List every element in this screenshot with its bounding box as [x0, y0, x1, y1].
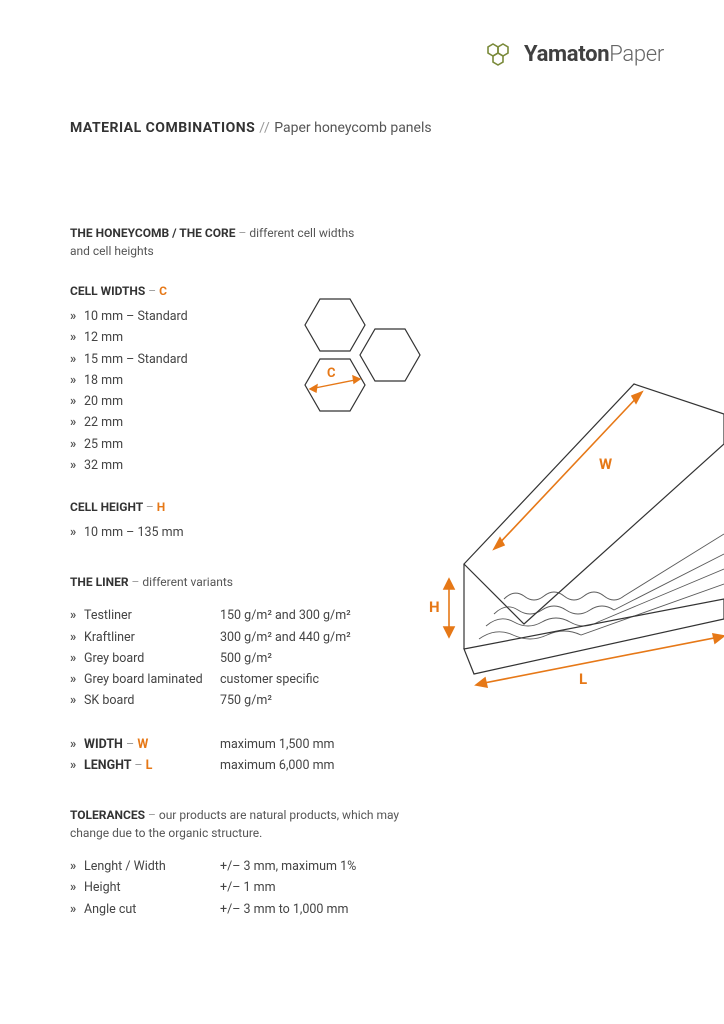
page-title: MATERIAL COMBINATIONS // Paper honeycomb…: [70, 118, 664, 139]
svg-text:H: H: [429, 598, 440, 616]
list-item: 15 mm – Standard: [70, 349, 664, 370]
svg-text:L: L: [579, 670, 587, 688]
hex-logo-icon: [486, 42, 516, 68]
tolerances-section: TOLERANCES – our products are natural pr…: [70, 806, 664, 920]
list-item: 10 mm – Standard: [70, 306, 664, 327]
list-item: 20 mm: [70, 391, 664, 412]
honeycomb-section: THE HONEYCOMB / THE CORE – different cel…: [70, 224, 664, 260]
list-item: 32 mm: [70, 455, 664, 476]
logo-text: YamatonPaper: [524, 38, 664, 71]
list-item: 25 mm: [70, 434, 664, 455]
list-item: 12 mm: [70, 327, 664, 348]
cell-widths-list: 10 mm – Standard12 mm15 mm – Standard18 …: [70, 306, 664, 476]
tolerances-list: Lenght / Width+/– 3 mm, maximum 1%Height…: [70, 856, 664, 920]
content-area: C W: [70, 224, 664, 920]
cell-height-list: 10 mm – 135 mm: [70, 522, 664, 543]
brand-logo: YamatonPaper: [486, 38, 664, 71]
list-item: 18 mm: [70, 370, 664, 391]
list-item: 22 mm: [70, 412, 664, 433]
cell-widths-section: CELL WIDTHS – C 10 mm – Standard12 mm15 …: [70, 282, 664, 476]
list-item: 10 mm – 135 mm: [70, 522, 664, 543]
